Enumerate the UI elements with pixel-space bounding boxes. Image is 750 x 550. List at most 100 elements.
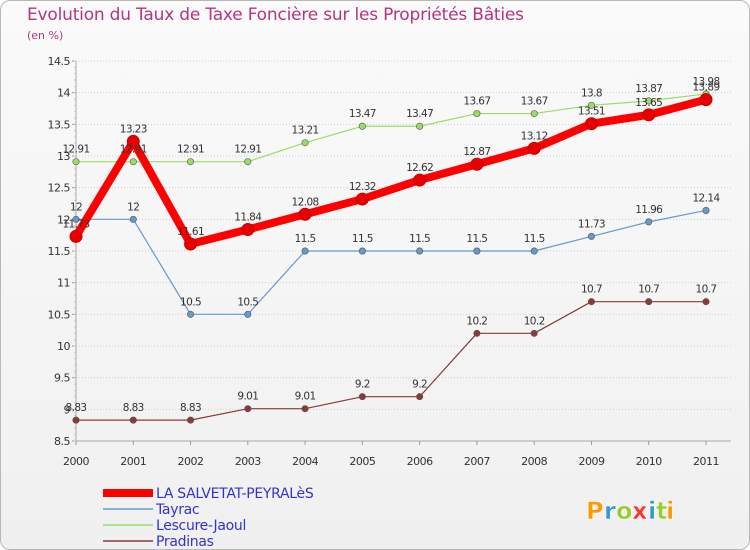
data-point	[587, 298, 595, 306]
data-label: 13.65	[635, 97, 662, 109]
y-tick-label: 13.5	[48, 118, 71, 131]
data-label: 13.12	[521, 130, 548, 142]
data-point	[301, 139, 309, 147]
y-tick-label: 10	[57, 340, 70, 353]
data-point	[187, 158, 195, 166]
data-label: 10.2	[524, 315, 545, 327]
data-label: 11.73	[578, 218, 605, 230]
data-point	[584, 117, 598, 131]
data-point	[244, 158, 252, 166]
data-label: 13.89	[692, 82, 719, 94]
data-point	[702, 298, 710, 306]
data-point	[301, 247, 309, 255]
data-label: 13.47	[406, 108, 433, 120]
chart-title: Evolution du Taux de Taxe Foncière sur l…	[27, 5, 524, 25]
data-point	[699, 93, 713, 107]
data-label: 13.8	[581, 87, 602, 99]
data-label: 13.67	[463, 96, 490, 108]
data-point	[527, 141, 541, 155]
data-point	[413, 173, 427, 187]
data-label: 10.2	[466, 315, 487, 327]
data-point	[72, 215, 80, 223]
data-point	[72, 416, 80, 424]
y-tick-label: 8.5	[54, 435, 70, 448]
data-label: 11.5	[524, 233, 545, 245]
data-label: 13.98	[692, 76, 719, 88]
logo-letter: P	[586, 497, 604, 525]
data-label: 10.5	[180, 296, 201, 308]
data-point	[645, 218, 653, 226]
data-label: 10.7	[638, 284, 659, 296]
data-label: 10.7	[581, 284, 602, 296]
data-point	[301, 405, 309, 413]
data-point	[358, 393, 366, 401]
data-point	[530, 110, 538, 118]
data-label: 12.32	[349, 181, 376, 193]
data-label: 11.5	[409, 233, 430, 245]
data-point	[642, 108, 656, 122]
data-label: 9.2	[412, 379, 427, 391]
y-tick-label: 9	[64, 403, 71, 416]
data-label: 12.91	[234, 144, 261, 156]
data-label: 9.01	[295, 391, 316, 403]
unit-label: (en %)	[27, 29, 64, 42]
series-lines	[69, 90, 713, 424]
data-point	[72, 158, 80, 166]
data-point	[416, 393, 424, 401]
data-label: 11.5	[352, 233, 373, 245]
data-point	[244, 405, 252, 413]
data-point	[358, 122, 366, 130]
data-point	[129, 158, 137, 166]
x-tick-label: 2008	[521, 455, 547, 468]
data-label: 11.84	[234, 211, 262, 223]
logo-letter: r	[604, 497, 616, 525]
data-point	[129, 416, 137, 424]
y-tick-label: 9.5	[54, 372, 70, 385]
data-label: 9.2	[355, 379, 370, 391]
data-point	[355, 192, 369, 206]
data-point	[702, 206, 710, 214]
data-point	[298, 207, 312, 221]
legend: LA SALVETAT-PEYRALèSTayracLescure-JaoulP…	[103, 486, 314, 549]
data-label: 9.01	[237, 391, 258, 403]
data-point	[530, 247, 538, 255]
y-tick-label: 14	[57, 87, 70, 100]
series-line	[72, 95, 710, 249]
legend-label: LA SALVETAT-PEYRALèS	[156, 486, 314, 502]
data-point	[187, 416, 195, 424]
data-label: 12.62	[406, 162, 433, 174]
data-label: 10.7	[696, 284, 717, 296]
data-point	[244, 310, 252, 318]
x-tick-label: 2011	[693, 455, 719, 468]
data-point	[473, 110, 481, 118]
legend-label: Lescure-Jaoul	[156, 518, 246, 534]
data-point	[587, 232, 595, 240]
data-label: 11.73	[62, 218, 89, 230]
axes: 8.5 9 9.5 10 10.5 11 11.5 12 12.5 13 13.5 14 14.5 200…	[48, 55, 731, 468]
series-line	[75, 301, 707, 421]
logo-letter: i	[648, 497, 656, 525]
data-label: 13.47	[349, 108, 376, 120]
data-point	[473, 247, 481, 255]
data-label: 11.5	[466, 233, 487, 245]
y-tick-label: 10.5	[48, 308, 71, 321]
data-label: 13.51	[578, 106, 605, 118]
data-point	[241, 222, 255, 236]
data-label: 12.91	[120, 144, 147, 156]
x-tick-label: 2006	[407, 455, 433, 468]
data-label: 12	[127, 201, 139, 213]
x-tick-label: 2004	[292, 455, 318, 468]
data-point	[645, 97, 653, 105]
data-labels: 12 12 10.5 10.5 11.5 11.5 11.5 11.5 11.5 11.73 11.…	[62, 76, 721, 414]
data-point	[126, 134, 140, 148]
y-tick-label: 11	[57, 277, 70, 290]
x-tick-label: 2009	[578, 455, 604, 468]
data-label: 10.5	[237, 296, 258, 308]
series-line	[75, 209, 707, 315]
data-point	[470, 157, 484, 171]
data-point	[69, 229, 83, 243]
y-tick-label: 12.5	[48, 182, 71, 195]
